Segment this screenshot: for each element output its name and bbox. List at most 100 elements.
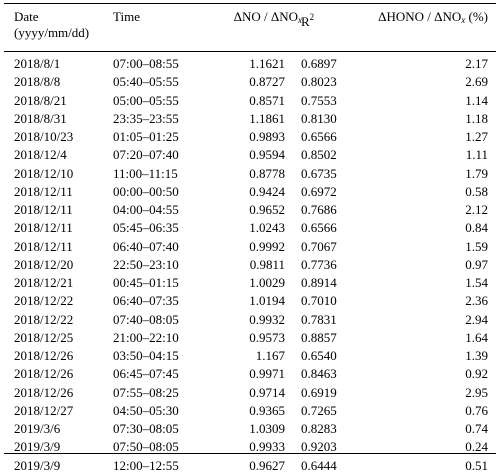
cell-dno-ratio: 0.9652 — [249, 202, 285, 217]
cell-dhono-ratio: 1.14 — [465, 92, 488, 108]
header-dhono-unit: (%) — [465, 9, 489, 24]
cell-dno-ratio: 0.9594 — [249, 147, 285, 163]
table-row: 2018/12/22 06:40–07:35 1.0194 0.7010 2.36 — [0, 292, 500, 310]
cell-r-squared: 0.7686 — [301, 202, 337, 217]
cell-date: 2018/8/31 — [14, 110, 67, 126]
cell-dno-ratio: 0.9893 — [249, 129, 285, 144]
header-dno-sub: x — [298, 15, 302, 25]
cell-time: 07:30–08:05 — [113, 421, 179, 436]
header-dhono-text: ΔHONO / ΔNO — [378, 9, 462, 24]
cell-r-squared: 0.7265 — [301, 402, 337, 418]
cell-r-squared: 0.7831 — [301, 311, 337, 327]
cell-date: 2018/10/23 — [14, 129, 74, 144]
header-date-label: Date — [14, 9, 39, 24]
cell-time: 03:50–04:15 — [113, 348, 179, 363]
header-date: Date (yyyy/mm/dd) — [14, 9, 89, 41]
cell-dno-ratio: 0.9992 — [249, 238, 285, 254]
cell-date: 2018/12/26 — [14, 366, 74, 382]
cell-r-squared: 0.6566 — [301, 129, 337, 144]
cell-time: 05:40–05:55 — [113, 74, 179, 90]
cell-date: 2018/12/22 — [14, 311, 74, 327]
cell-dhono-ratio: 1.27 — [465, 129, 488, 144]
cell-dno-ratio: 0.8778 — [249, 165, 285, 181]
cell-time: 04:50–05:30 — [113, 402, 179, 418]
cell-dhono-ratio: 0.97 — [465, 256, 488, 272]
cell-date: 2018/8/8 — [14, 74, 61, 90]
cell-time: 05:00–05:55 — [113, 92, 179, 108]
cell-date: 2018/12/4 — [14, 147, 67, 163]
cell-dno-ratio: 0.9424 — [249, 183, 285, 199]
header-dno-ratio: ΔNO / ΔNOx — [200, 9, 302, 28]
cell-date: 2018/12/22 — [14, 293, 74, 309]
cell-date: 2018/12/11 — [14, 238, 73, 254]
cell-dno-ratio: 1.167 — [255, 348, 285, 363]
cell-r-squared: 0.8914 — [301, 275, 337, 290]
cell-r-squared: 0.6735 — [301, 165, 337, 181]
cell-r-squared: 0.8502 — [301, 147, 337, 163]
cell-date: 2019/3/9 — [14, 439, 61, 455]
table-row: 2018/12/4 07:20–07:40 0.9594 0.8502 1.11 — [0, 146, 500, 164]
cell-r-squared: 0.6972 — [301, 183, 337, 199]
header-dhono-ratio: ΔHONO / ΔNOx (%) — [340, 9, 488, 28]
header-date-format: (yyyy/mm/dd) — [14, 25, 90, 40]
cell-date: 2018/12/21 — [14, 275, 74, 290]
cell-r-squared: 0.7736 — [301, 256, 337, 272]
cell-date: 2018/12/11 — [14, 220, 73, 236]
table-header-rule — [4, 51, 496, 52]
cell-dno-ratio: 1.0309 — [249, 421, 285, 436]
cell-dno-ratio: 0.9971 — [249, 366, 285, 382]
cell-r-squared: 0.8023 — [301, 74, 337, 90]
cell-dhono-ratio: 2.36 — [465, 293, 488, 309]
cell-r-squared: 0.6897 — [301, 56, 337, 71]
cell-time: 04:00–04:55 — [113, 202, 179, 217]
cell-dhono-ratio: 0.92 — [465, 366, 488, 382]
cell-dhono-ratio: 0.74 — [465, 421, 488, 436]
table-row: 2018/12/11 00:00–00:50 0.9424 0.6972 0.58 — [0, 183, 500, 201]
cell-r-squared: 0.9203 — [301, 439, 337, 455]
header-r-squared: R2 — [301, 9, 314, 30]
data-table: Date (yyyy/mm/dd) Time ΔNO / ΔNOx R2 ΔHO… — [0, 3, 500, 473]
table-row: 2018/8/31 23:35–23:55 1.1861 0.8130 1.18 — [0, 110, 500, 128]
cell-date: 2018/12/20 — [14, 256, 74, 272]
cell-dno-ratio: 0.8571 — [249, 92, 285, 108]
cell-time: 01:05–01:25 — [113, 129, 179, 144]
table-row: 2018/12/11 05:45–06:35 1.0243 0.6566 0.84 — [0, 219, 500, 237]
cell-time: 22:50–23:10 — [113, 256, 179, 272]
cell-dhono-ratio: 0.84 — [465, 220, 488, 236]
cell-dhono-ratio: 1.11 — [465, 147, 488, 163]
cell-dhono-ratio: 0.76 — [465, 402, 488, 418]
cell-date: 2018/8/1 — [14, 56, 61, 71]
cell-time: 21:00–22:10 — [113, 329, 179, 345]
cell-r-squared: 0.8857 — [301, 329, 337, 345]
cell-time: 00:00–00:50 — [113, 183, 179, 199]
cell-dhono-ratio: 1.39 — [465, 348, 488, 363]
cell-time: 00:45–01:15 — [113, 275, 179, 290]
header-dno-text: ΔNO / ΔNO — [233, 9, 298, 24]
cell-dhono-ratio: 1.18 — [465, 110, 488, 126]
header-r-sup: 2 — [309, 12, 315, 22]
cell-dhono-ratio: 1.64 — [465, 329, 488, 345]
cell-date: 2018/12/11 — [14, 183, 73, 199]
table-row: 2018/12/11 04:00–04:55 0.9652 0.7686 2.12 — [0, 201, 500, 219]
table-row: 2018/12/26 03:50–04:15 1.167 0.6540 1.39 — [0, 347, 500, 365]
cell-time: 05:45–06:35 — [113, 220, 179, 236]
cell-dhono-ratio: 0.24 — [465, 439, 488, 455]
table-row: 2018/8/8 05:40–05:55 0.8727 0.8023 2.69 — [0, 73, 500, 91]
cell-time: 07:00–08:55 — [113, 56, 179, 71]
cell-time: 07:55–08:25 — [113, 384, 179, 400]
table-row: 2018/12/11 06:40–07:40 0.9992 0.7067 1.59 — [0, 238, 500, 256]
header-r-text: R — [301, 14, 310, 29]
table-row: 2018/10/23 01:05–01:25 0.9893 0.6566 1.27 — [0, 128, 500, 146]
cell-date: 2019/3/6 — [14, 421, 61, 436]
table-row: 2018/12/22 07:40–08:05 0.9932 0.7831 2.94 — [0, 311, 500, 329]
cell-r-squared: 0.6540 — [301, 348, 337, 363]
cell-dhono-ratio: 1.54 — [465, 275, 488, 290]
cell-dno-ratio: 0.9811 — [249, 256, 285, 272]
cell-dhono-ratio: 2.12 — [465, 202, 488, 217]
cell-dhono-ratio: 2.94 — [465, 311, 488, 327]
cell-dhono-ratio: 1.59 — [465, 238, 488, 254]
cell-date: 2018/12/26 — [14, 348, 74, 363]
cell-date: 2018/12/26 — [14, 384, 74, 400]
cell-dno-ratio: 1.0194 — [249, 293, 285, 309]
cell-dno-ratio: 0.9365 — [249, 402, 285, 418]
